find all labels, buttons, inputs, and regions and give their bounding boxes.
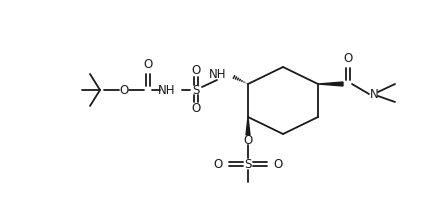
- Text: O: O: [120, 84, 128, 96]
- Polygon shape: [318, 82, 343, 86]
- Text: O: O: [213, 158, 223, 170]
- Text: NH: NH: [209, 68, 226, 81]
- Text: O: O: [191, 64, 201, 78]
- Text: N: N: [370, 88, 378, 100]
- Polygon shape: [246, 117, 250, 135]
- Text: NH: NH: [157, 84, 175, 96]
- Text: O: O: [343, 53, 353, 66]
- Text: O: O: [143, 59, 153, 71]
- Text: O: O: [243, 134, 253, 146]
- Text: O: O: [273, 158, 283, 170]
- Text: S: S: [192, 84, 200, 96]
- Text: O: O: [191, 102, 201, 114]
- Text: S: S: [244, 158, 252, 170]
